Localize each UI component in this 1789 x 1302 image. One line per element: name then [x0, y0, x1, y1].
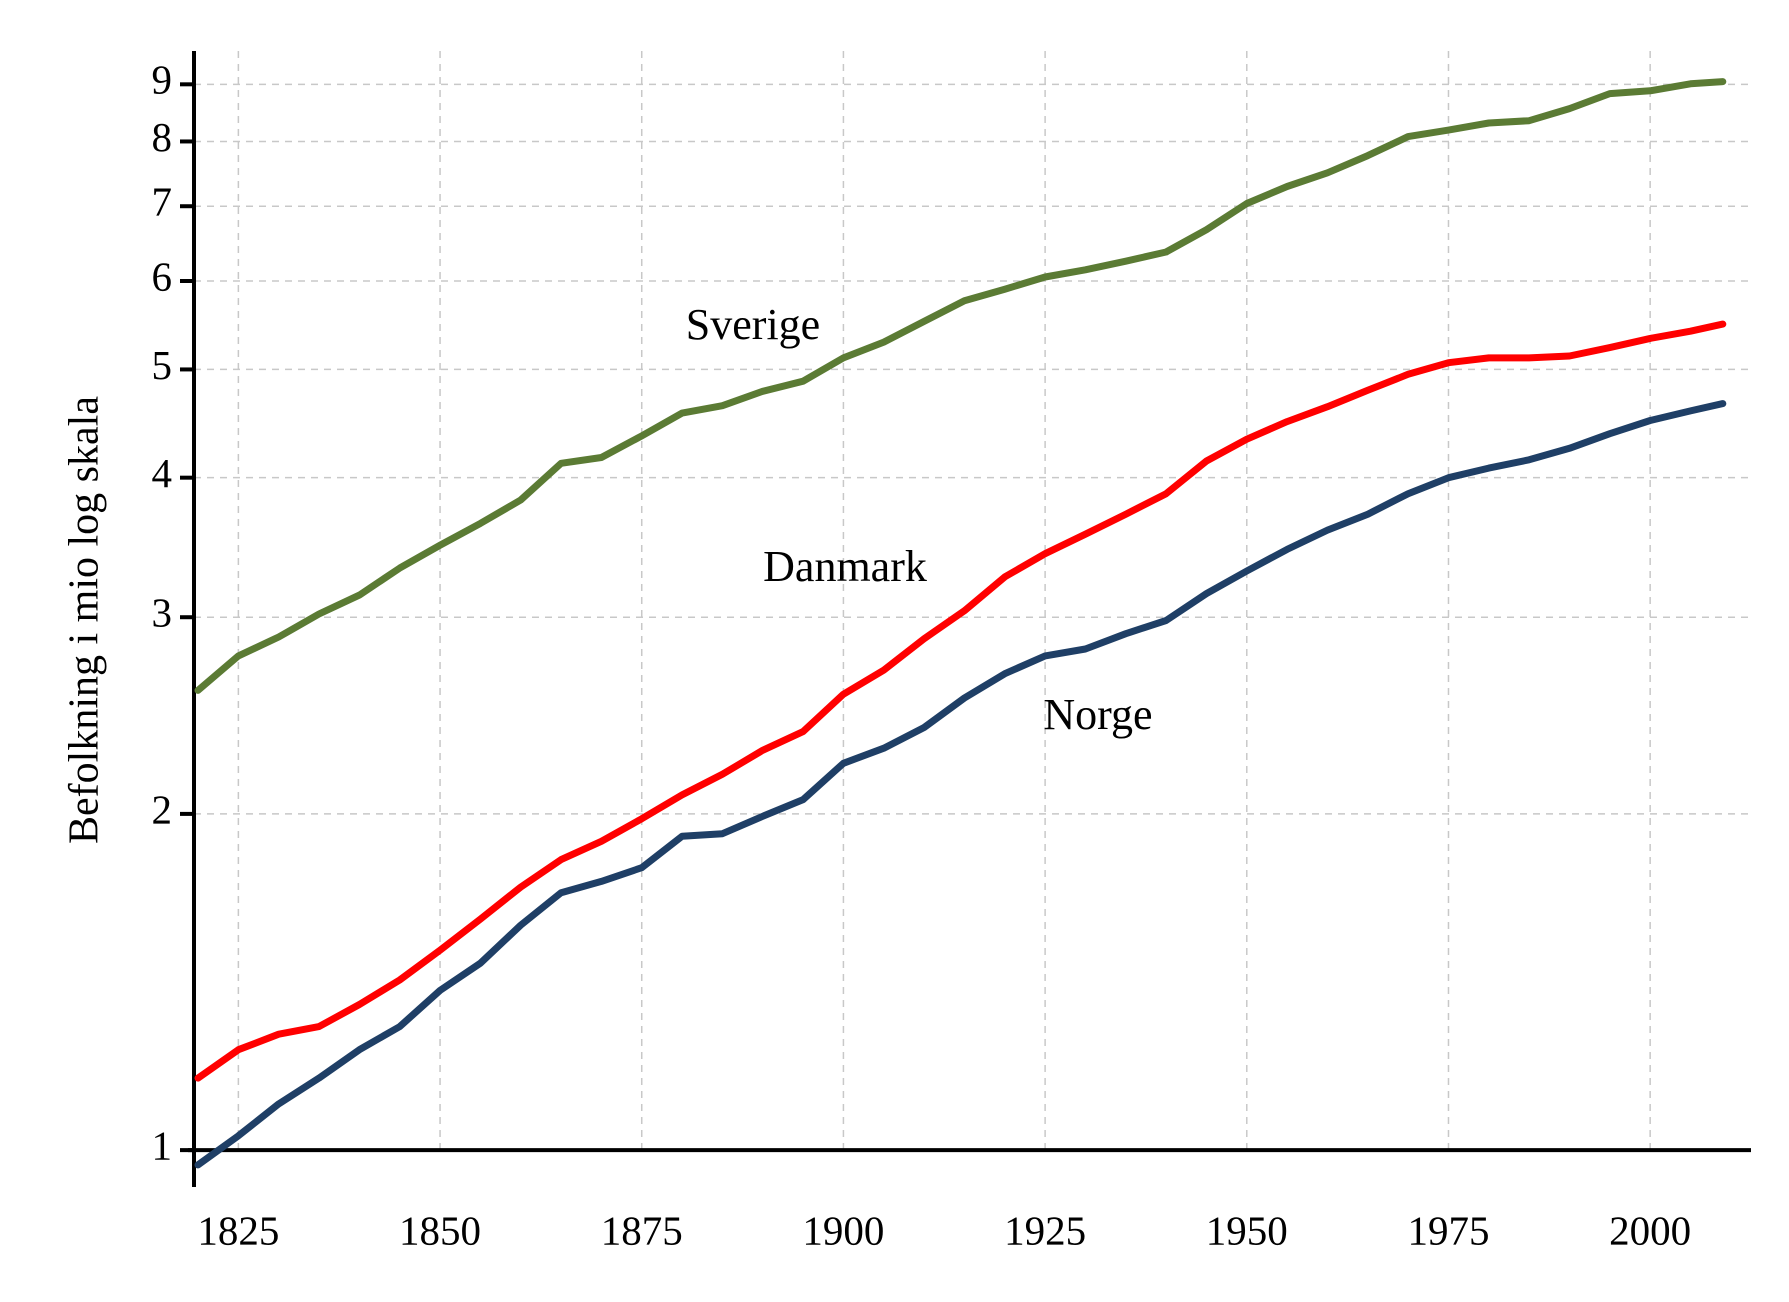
y-tick-label: 4	[152, 450, 173, 496]
y-tick-label: 3	[152, 590, 173, 636]
x-tick-label: 1925	[1004, 1207, 1086, 1253]
series-label: Sverige	[686, 300, 820, 349]
x-tick-label: 2000	[1609, 1207, 1691, 1253]
series-line	[194, 320, 1727, 1082]
x-tick-label: 1900	[802, 1207, 884, 1253]
x-tick-label: 1875	[601, 1207, 683, 1253]
series-line	[194, 400, 1727, 1169]
x-tick-label: 1825	[197, 1207, 279, 1253]
y-tick-label: 2	[152, 786, 173, 832]
y-tick-label: 8	[152, 114, 173, 160]
y-tick-label: 9	[152, 57, 173, 103]
y-tick-label: 1	[152, 1123, 173, 1169]
y-tick-label: 6	[152, 253, 173, 299]
x-tick-label: 1950	[1206, 1207, 1288, 1253]
series-label: Danmark	[763, 542, 927, 591]
x-tick-label: 1850	[399, 1207, 481, 1253]
y-tick-label: 5	[152, 342, 173, 388]
y-axis-label: Befolkning i mio log skala	[62, 396, 108, 844]
y-tick-label: 7	[152, 179, 173, 225]
series-label: Norge	[1043, 690, 1152, 739]
x-tick-label: 1975	[1407, 1207, 1489, 1253]
series-line	[194, 78, 1727, 694]
